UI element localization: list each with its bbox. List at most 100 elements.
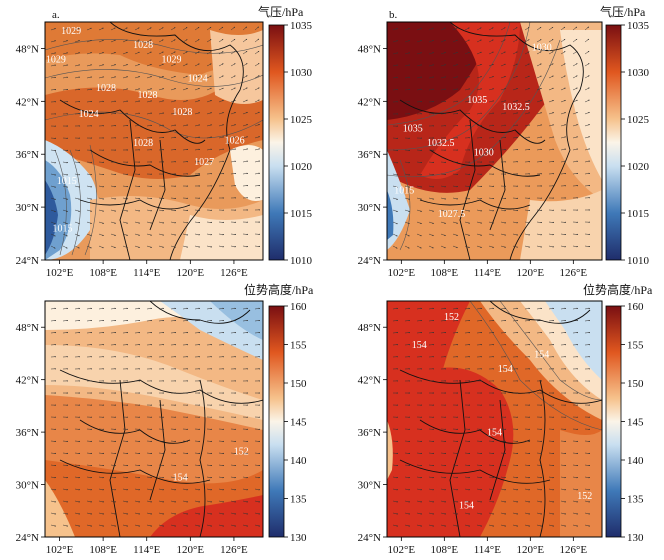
wind-vector <box>488 76 494 79</box>
wind-vector <box>110 209 117 212</box>
wind-vector <box>536 319 543 322</box>
wind-vector <box>440 27 446 31</box>
x-tick-label: 120°E <box>177 267 205 279</box>
wind-vector <box>512 63 518 67</box>
wind-vector <box>134 221 141 224</box>
wind-vector <box>194 26 200 31</box>
wind-vector <box>158 221 165 224</box>
wind-vector <box>86 464 93 467</box>
wind-vector <box>452 88 459 91</box>
wind-vector <box>452 307 459 310</box>
wind-vector <box>122 64 128 67</box>
wind-vector <box>464 307 471 310</box>
wind-vector <box>392 464 399 467</box>
y-tick-label: 48°N <box>358 43 381 55</box>
wind-vector <box>110 64 117 67</box>
wind-vector <box>182 39 188 43</box>
y-tick-label: 24°N <box>358 532 381 544</box>
panel-b-colorbar-title: 气压/hPa <box>600 4 646 19</box>
wind-vector <box>452 64 459 67</box>
wind-vector <box>206 307 213 310</box>
panel-a-label: a. <box>52 9 60 21</box>
panel-a-contour-labels: 1029 1028 1029 1028 1028 1024 1028 1028 1027 1026… <box>46 26 245 235</box>
wind-vector <box>488 500 495 503</box>
wind-vector <box>254 452 261 455</box>
wind-vector <box>440 100 447 103</box>
wind-vector <box>110 197 117 200</box>
wind-vector <box>242 160 249 163</box>
wind-vector <box>404 500 411 503</box>
contour-label: 1028 <box>96 83 116 94</box>
wind-vector <box>572 63 578 67</box>
wind-vector <box>464 221 471 224</box>
wind-vector <box>134 185 141 188</box>
wind-vector <box>242 51 248 55</box>
wind-vector <box>50 209 56 212</box>
wind-vector <box>158 27 164 31</box>
wind-vector <box>242 476 249 479</box>
contour-label: 1028 <box>133 138 153 149</box>
wind-vector <box>500 488 507 491</box>
wind-vector <box>500 63 506 67</box>
wind-vector <box>464 39 470 43</box>
wind-vector <box>512 319 519 322</box>
wind-vector <box>560 160 567 163</box>
wind-vector <box>440 112 447 115</box>
wind-vector <box>122 100 129 103</box>
colorbar-tick-label: 130 <box>627 532 644 544</box>
wind-vector <box>50 76 57 79</box>
wind-vector <box>488 124 495 127</box>
wind-vector <box>548 160 555 163</box>
wind-vector <box>194 87 200 91</box>
wind-vector <box>512 148 519 151</box>
wind-vector <box>146 221 153 224</box>
wind-vector <box>500 221 507 224</box>
wind-vector <box>464 319 471 322</box>
wind-vector <box>134 112 141 115</box>
wind-vector <box>146 307 153 310</box>
wind-vector <box>74 76 81 79</box>
wind-vector <box>488 27 494 31</box>
wind-vector <box>206 476 213 479</box>
panel-b-label: b. <box>389 9 398 21</box>
wind-vector <box>146 464 153 467</box>
wind-vector <box>584 38 590 43</box>
colorbar-tick-label: 155 <box>627 340 644 352</box>
wind-vector <box>158 452 165 455</box>
wind-vector <box>218 500 225 503</box>
wind-vector <box>464 233 471 236</box>
wind-vector <box>404 52 411 55</box>
wind-vector <box>560 476 567 479</box>
wind-vector <box>512 245 519 248</box>
wind-vector <box>110 100 117 103</box>
wind-vector <box>230 524 237 527</box>
wind-vector <box>452 452 459 455</box>
wind-vector <box>98 245 104 249</box>
panel-c-x-ticks: 102°E 108°E 114°E 120°E 126°E <box>46 537 248 556</box>
wind-vector <box>254 184 261 187</box>
wind-vector <box>548 307 555 310</box>
panel-a-field <box>45 22 263 260</box>
wind-vector <box>158 464 165 467</box>
wind-vector <box>170 319 177 322</box>
wind-vector <box>110 27 116 31</box>
wind-vector <box>512 100 519 103</box>
wind-vector <box>62 307 69 310</box>
wind-vector <box>440 197 447 200</box>
wind-vector <box>440 233 446 236</box>
wind-vector <box>206 26 212 31</box>
wind-vector <box>572 26 578 31</box>
wind-vector <box>170 39 176 43</box>
y-tick-label: 48°N <box>16 43 39 55</box>
wind-vector <box>476 319 483 322</box>
wind-vector <box>392 161 399 164</box>
wind-vector <box>524 27 530 31</box>
wind-vector <box>74 452 81 455</box>
y-tick-label: 36°N <box>16 427 39 439</box>
wind-vector <box>146 51 152 55</box>
wind-vector <box>74 64 81 67</box>
wind-vector <box>170 488 177 491</box>
wind-vector <box>110 39 116 43</box>
wind-vector <box>50 40 57 43</box>
wind-vector <box>524 221 531 224</box>
